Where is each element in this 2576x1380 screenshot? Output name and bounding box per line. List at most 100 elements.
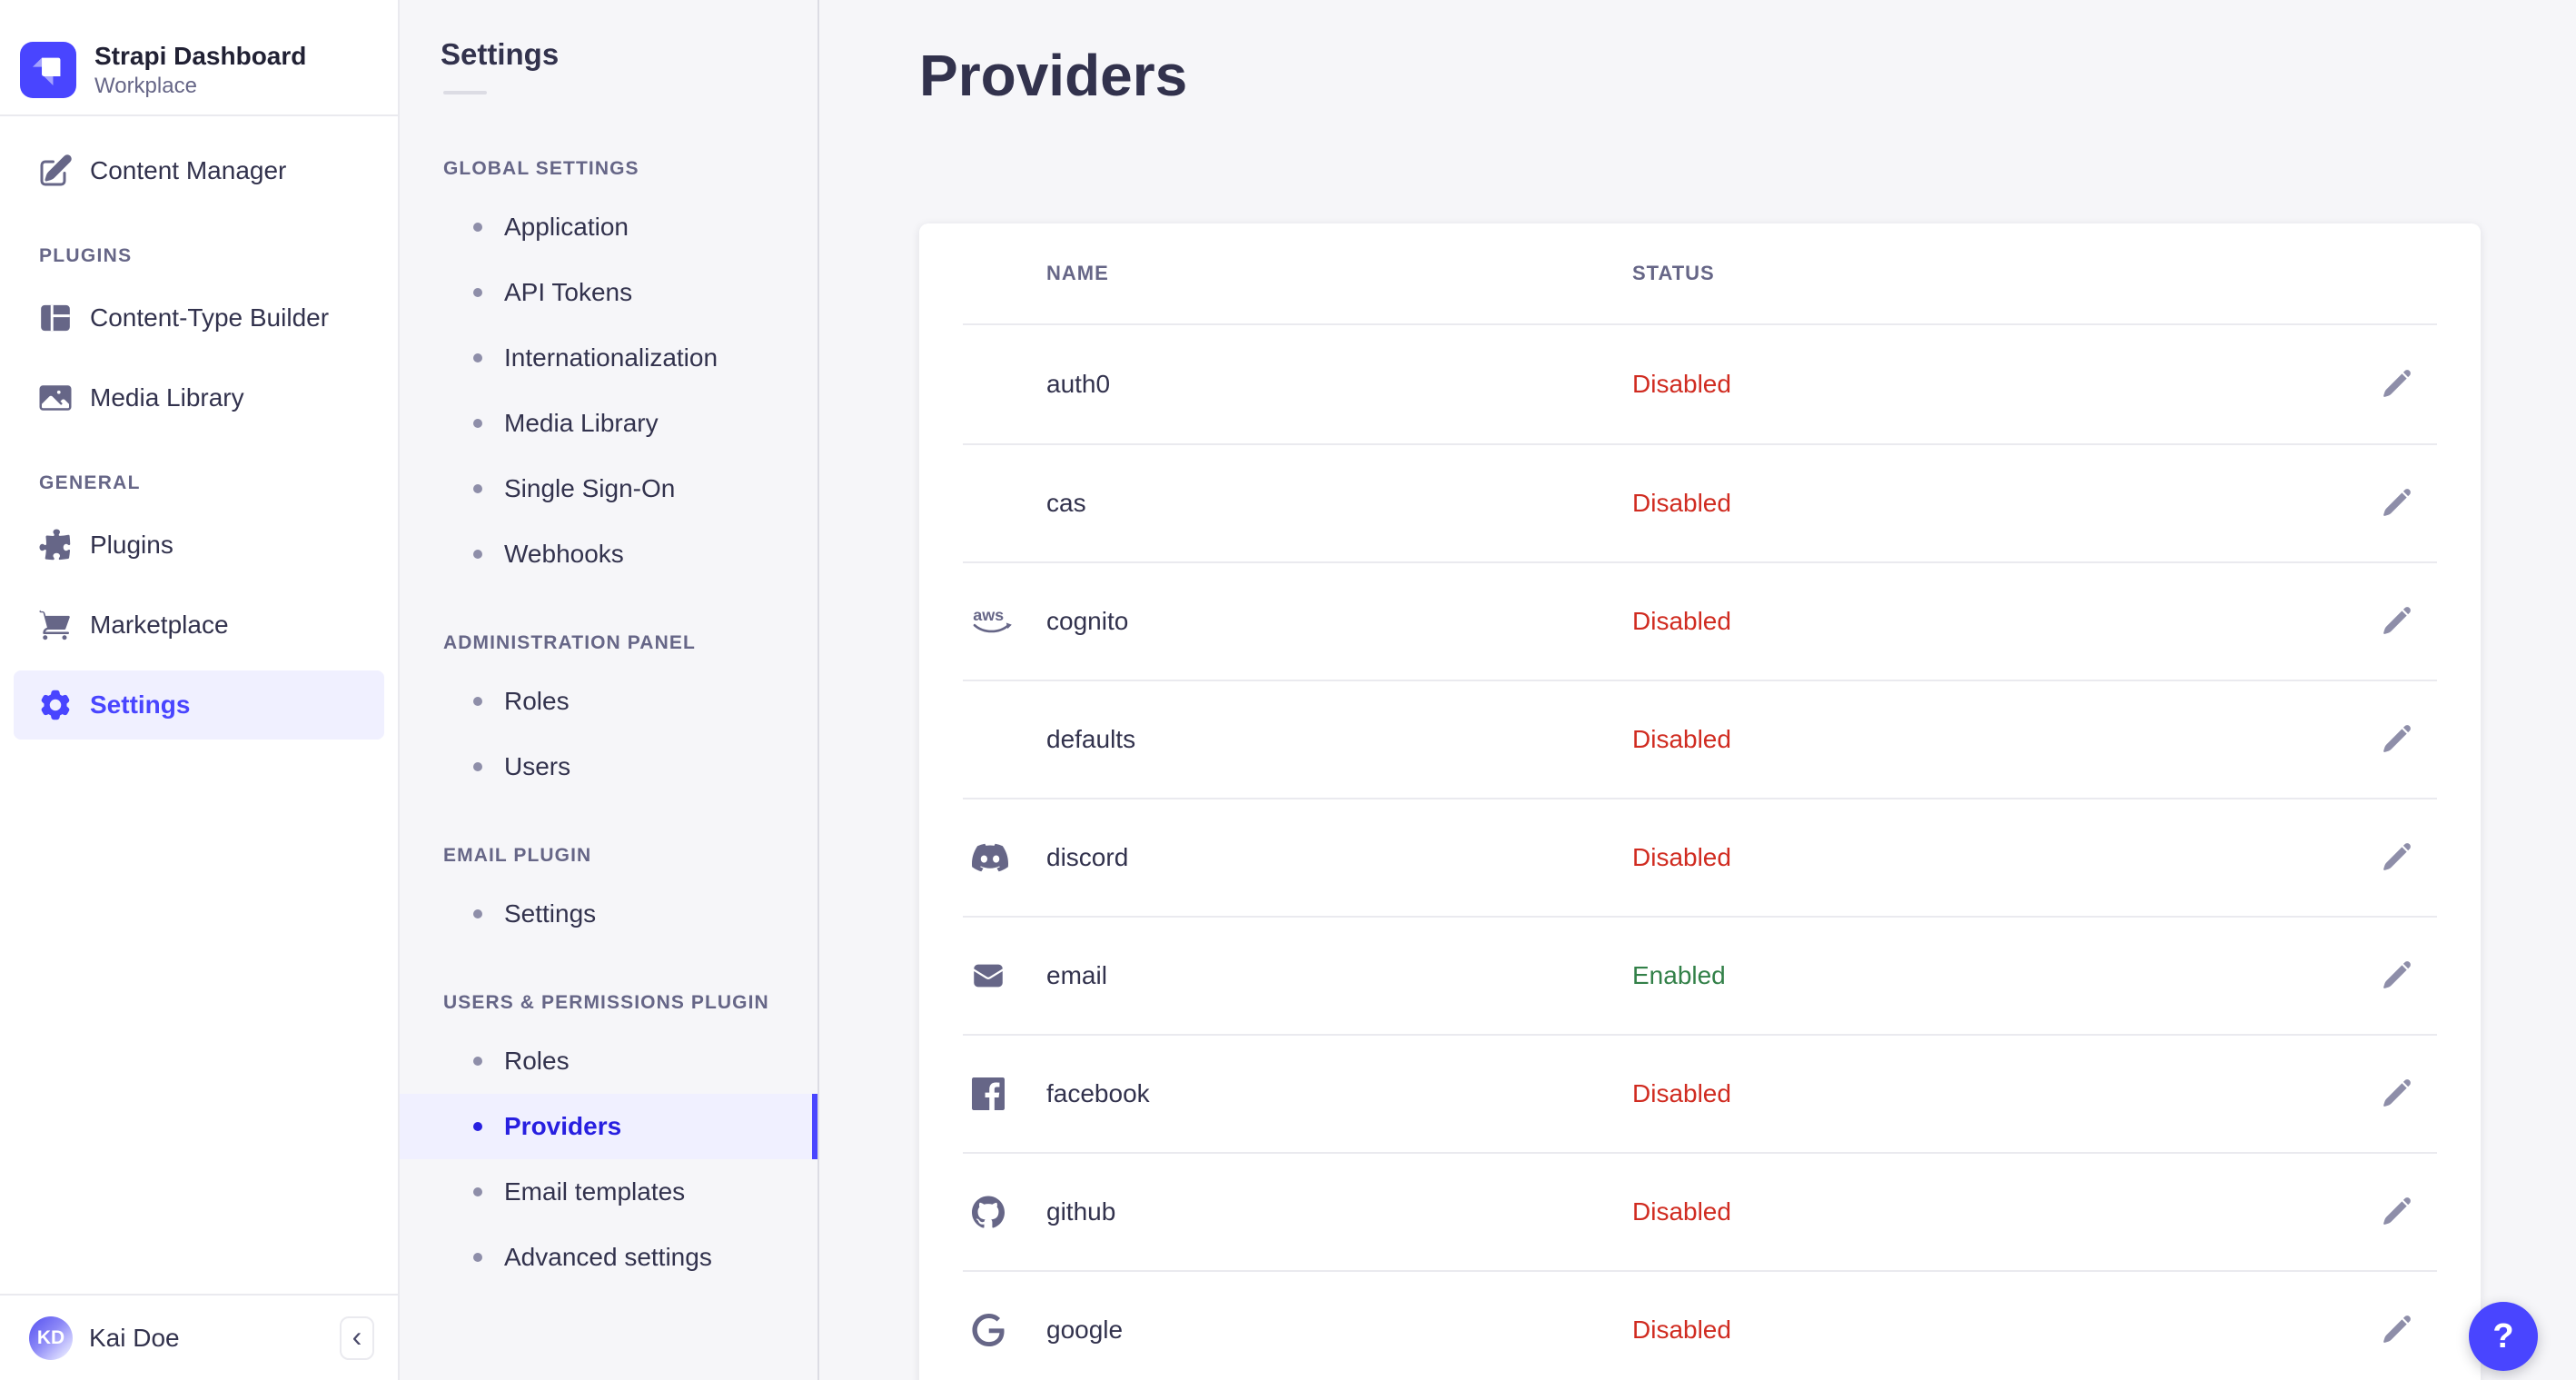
- subnav-section-header-email-plugin: EMAIL PLUGIN: [443, 845, 592, 866]
- subnav-item-webhooks[interactable]: Webhooks: [400, 521, 817, 587]
- bullet-icon: [473, 697, 482, 706]
- subnav-item-api-tokens[interactable]: API Tokens: [400, 260, 817, 325]
- provider-name: cas: [1046, 489, 1086, 517]
- sidebar-item-settings[interactable]: Settings: [14, 670, 384, 740]
- bullet-icon: [473, 1187, 482, 1196]
- edit-provider-button[interactable]: [2357, 1176, 2437, 1248]
- chevron-left-icon: ‹: [352, 1319, 362, 1353]
- main-content: Providers NAME STATUS auth0 Disabled cas Di…: [819, 0, 2576, 1380]
- brand: Strapi Dashboard Workplace: [0, 0, 398, 114]
- subnav-item-roles[interactable]: Roles: [400, 1028, 817, 1094]
- edit-provider-button[interactable]: [2357, 939, 2437, 1012]
- subnav-item-single-sign-on[interactable]: Single Sign-On: [400, 456, 817, 521]
- bullet-icon: [473, 1122, 482, 1131]
- subnav-item-label: Settings: [504, 899, 597, 928]
- pencil-icon: [2382, 487, 2413, 521]
- brand-text: Strapi Dashboard Workplace: [94, 40, 306, 100]
- subnav-item-label: Internationalization: [504, 343, 718, 372]
- google-icon: [963, 1314, 1046, 1346]
- pencil-icon: [2382, 1077, 2413, 1111]
- bullet-icon: [473, 419, 482, 428]
- media-library-icon: [37, 380, 74, 416]
- provider-row-discord[interactable]: discord Disabled: [963, 798, 2437, 916]
- provider-name: github: [1046, 1197, 1116, 1226]
- settings-subnav: Settings GLOBAL SETTINGS Application API T…: [400, 0, 819, 1380]
- main-nav-menu: Content Manager PLUGINS Content-Type Build…: [0, 116, 398, 1380]
- provider-row-github[interactable]: github Disabled: [963, 1152, 2437, 1270]
- provider-status: Disabled: [1632, 1315, 1731, 1344]
- bullet-icon: [473, 223, 482, 232]
- provider-row-auth0[interactable]: auth0 Disabled: [963, 325, 2437, 443]
- subnav-item-settings[interactable]: Settings: [400, 881, 817, 947]
- bullet-icon: [473, 1253, 482, 1262]
- sidebar-item-label: Media Library: [90, 383, 244, 412]
- subnav-item-users[interactable]: Users: [400, 734, 817, 799]
- subnav-item-email-templates[interactable]: Email templates: [400, 1159, 817, 1225]
- content-type-builder-icon: [37, 300, 74, 336]
- subnav-item-label: API Tokens: [504, 278, 633, 306]
- edit-provider-button[interactable]: [2357, 467, 2437, 540]
- strapi-mark-icon: [32, 57, 61, 86]
- bullet-icon: [473, 353, 482, 362]
- provider-name: google: [1046, 1315, 1124, 1344]
- edit-provider-button[interactable]: [2357, 1294, 2437, 1366]
- settings-icon: [37, 687, 74, 723]
- edit-provider-button[interactable]: [2357, 1057, 2437, 1130]
- page-title: Providers: [919, 43, 1188, 108]
- help-button[interactable]: ?: [2469, 1302, 2538, 1371]
- sidebar-item-label: Content-Type Builder: [90, 303, 330, 332]
- sidebar-item-content-type-builder[interactable]: Content-Type Builder: [14, 283, 384, 352]
- subnav-section-header-global-settings: GLOBAL SETTINGS: [443, 158, 639, 179]
- edit-provider-button[interactable]: [2357, 585, 2437, 658]
- sidebar-item-plugins[interactable]: Plugins: [14, 511, 384, 580]
- provider-status: Disabled: [1632, 725, 1731, 753]
- subnav-item-application[interactable]: Application: [400, 194, 817, 260]
- sidebar-item-content-manager[interactable]: Content Manager: [14, 136, 384, 205]
- email-icon: [963, 959, 1046, 992]
- provider-row-defaults[interactable]: defaults Disabled: [963, 680, 2437, 798]
- subnav-item-media-library[interactable]: Media Library: [400, 391, 817, 456]
- subnav-section-header-administration-panel: ADMINISTRATION PANEL: [443, 632, 696, 653]
- pencil-icon: [2382, 368, 2413, 402]
- divider: [0, 114, 398, 116]
- subnav-item-label: Roles: [504, 1047, 570, 1075]
- provider-row-facebook[interactable]: facebook Disabled: [963, 1034, 2437, 1152]
- table-body: auth0 Disabled cas Disabled aws cognito Disabl…: [963, 325, 2437, 1380]
- user-menu[interactable]: KD Kai Doe: [29, 1315, 340, 1360]
- plugins-icon: [37, 527, 74, 563]
- provider-status: Disabled: [1632, 370, 1731, 398]
- provider-status: Disabled: [1632, 489, 1731, 517]
- svg-text:aws: aws: [973, 606, 1004, 624]
- provider-row-cognito[interactable]: aws cognito Disabled: [963, 561, 2437, 680]
- sidebar-item-marketplace[interactable]: Marketplace: [14, 591, 384, 660]
- marketplace-icon: [37, 607, 74, 643]
- provider-row-cas[interactable]: cas Disabled: [963, 443, 2437, 561]
- provider-name: auth0: [1046, 370, 1111, 398]
- subnav-item-roles[interactable]: Roles: [400, 669, 817, 734]
- subnav-item-providers[interactable]: Providers: [400, 1094, 817, 1159]
- subnav-item-label: Media Library: [504, 409, 659, 437]
- column-header-status: STATUS: [1632, 262, 1715, 284]
- collapse-sidebar-button[interactable]: ‹: [340, 1315, 374, 1360]
- subnav-item-advanced-settings[interactable]: Advanced settings: [400, 1225, 817, 1290]
- bullet-icon: [473, 762, 482, 771]
- edit-provider-button[interactable]: [2357, 348, 2437, 421]
- provider-status: Enabled: [1632, 961, 1726, 989]
- subnav-item-label: Roles: [504, 687, 570, 715]
- subnav-item-label: Single Sign-On: [504, 474, 676, 502]
- subnav-section-header-users-permissions-plugin: USERS & PERMISSIONS PLUGIN: [443, 992, 769, 1013]
- pencil-icon: [2382, 723, 2413, 757]
- provider-row-email[interactable]: email Enabled: [963, 916, 2437, 1034]
- subnav-item-internationalization[interactable]: Internationalization: [400, 325, 817, 391]
- subnav-item-label: Providers: [504, 1112, 622, 1140]
- subnav-item-label: Advanced settings: [504, 1243, 712, 1271]
- edit-provider-button[interactable]: [2357, 821, 2437, 894]
- main-nav-footer: KD Kai Doe ‹: [0, 1294, 398, 1380]
- sidebar-item-media-library[interactable]: Media Library: [14, 363, 384, 432]
- provider-status: Disabled: [1632, 843, 1731, 871]
- pencil-icon: [2382, 959, 2413, 993]
- edit-provider-button[interactable]: [2357, 703, 2437, 776]
- subnav-item-label: Users: [504, 752, 571, 780]
- question-mark-icon: ?: [2492, 1316, 2514, 1355]
- provider-row-google[interactable]: google Disabled: [963, 1270, 2437, 1380]
